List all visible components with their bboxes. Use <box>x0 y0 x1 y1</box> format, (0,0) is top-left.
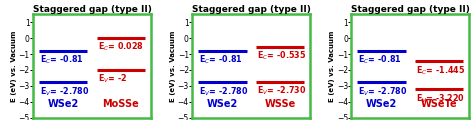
Text: E$_V$= -2.780: E$_V$= -2.780 <box>200 85 249 98</box>
Text: E$_C$= -1.445: E$_C$= -1.445 <box>416 64 465 77</box>
Text: E$_C$= -0.81: E$_C$= -0.81 <box>358 54 402 66</box>
Text: E$_C$= -0.535: E$_C$= -0.535 <box>257 50 306 62</box>
Y-axis label: E (eV) vs. Vacuum: E (eV) vs. Vacuum <box>170 30 176 102</box>
Y-axis label: E (eV) vs. Vacuum: E (eV) vs. Vacuum <box>11 30 17 102</box>
Text: E$_C$= -0.81: E$_C$= -0.81 <box>200 54 243 66</box>
Text: E$_V$= -2.780: E$_V$= -2.780 <box>358 85 408 98</box>
Text: E$_V$= -2: E$_V$= -2 <box>98 73 128 85</box>
Text: MoSSe: MoSSe <box>102 99 139 109</box>
Text: E$_V$= -2.780: E$_V$= -2.780 <box>40 85 90 98</box>
Text: E$_C$= 0.028: E$_C$= 0.028 <box>98 41 144 53</box>
Text: WSeTe: WSeTe <box>421 99 457 109</box>
Text: E$_V$= -2.730: E$_V$= -2.730 <box>257 84 306 97</box>
Text: WSSe: WSSe <box>264 99 296 109</box>
Text: WSe2: WSe2 <box>366 99 397 109</box>
Title: Staggered gap (type II): Staggered gap (type II) <box>192 5 310 14</box>
Y-axis label: E (eV) vs. Vacuum: E (eV) vs. Vacuum <box>329 30 335 102</box>
Text: WSe2: WSe2 <box>207 99 238 109</box>
Text: E$_V$= -3.220: E$_V$= -3.220 <box>416 92 465 105</box>
Text: WSe2: WSe2 <box>47 99 79 109</box>
Title: Staggered gap (type II): Staggered gap (type II) <box>33 5 152 14</box>
Text: E$_C$= -0.81: E$_C$= -0.81 <box>40 54 84 66</box>
Title: Staggered gap (type II): Staggered gap (type II) <box>351 5 470 14</box>
